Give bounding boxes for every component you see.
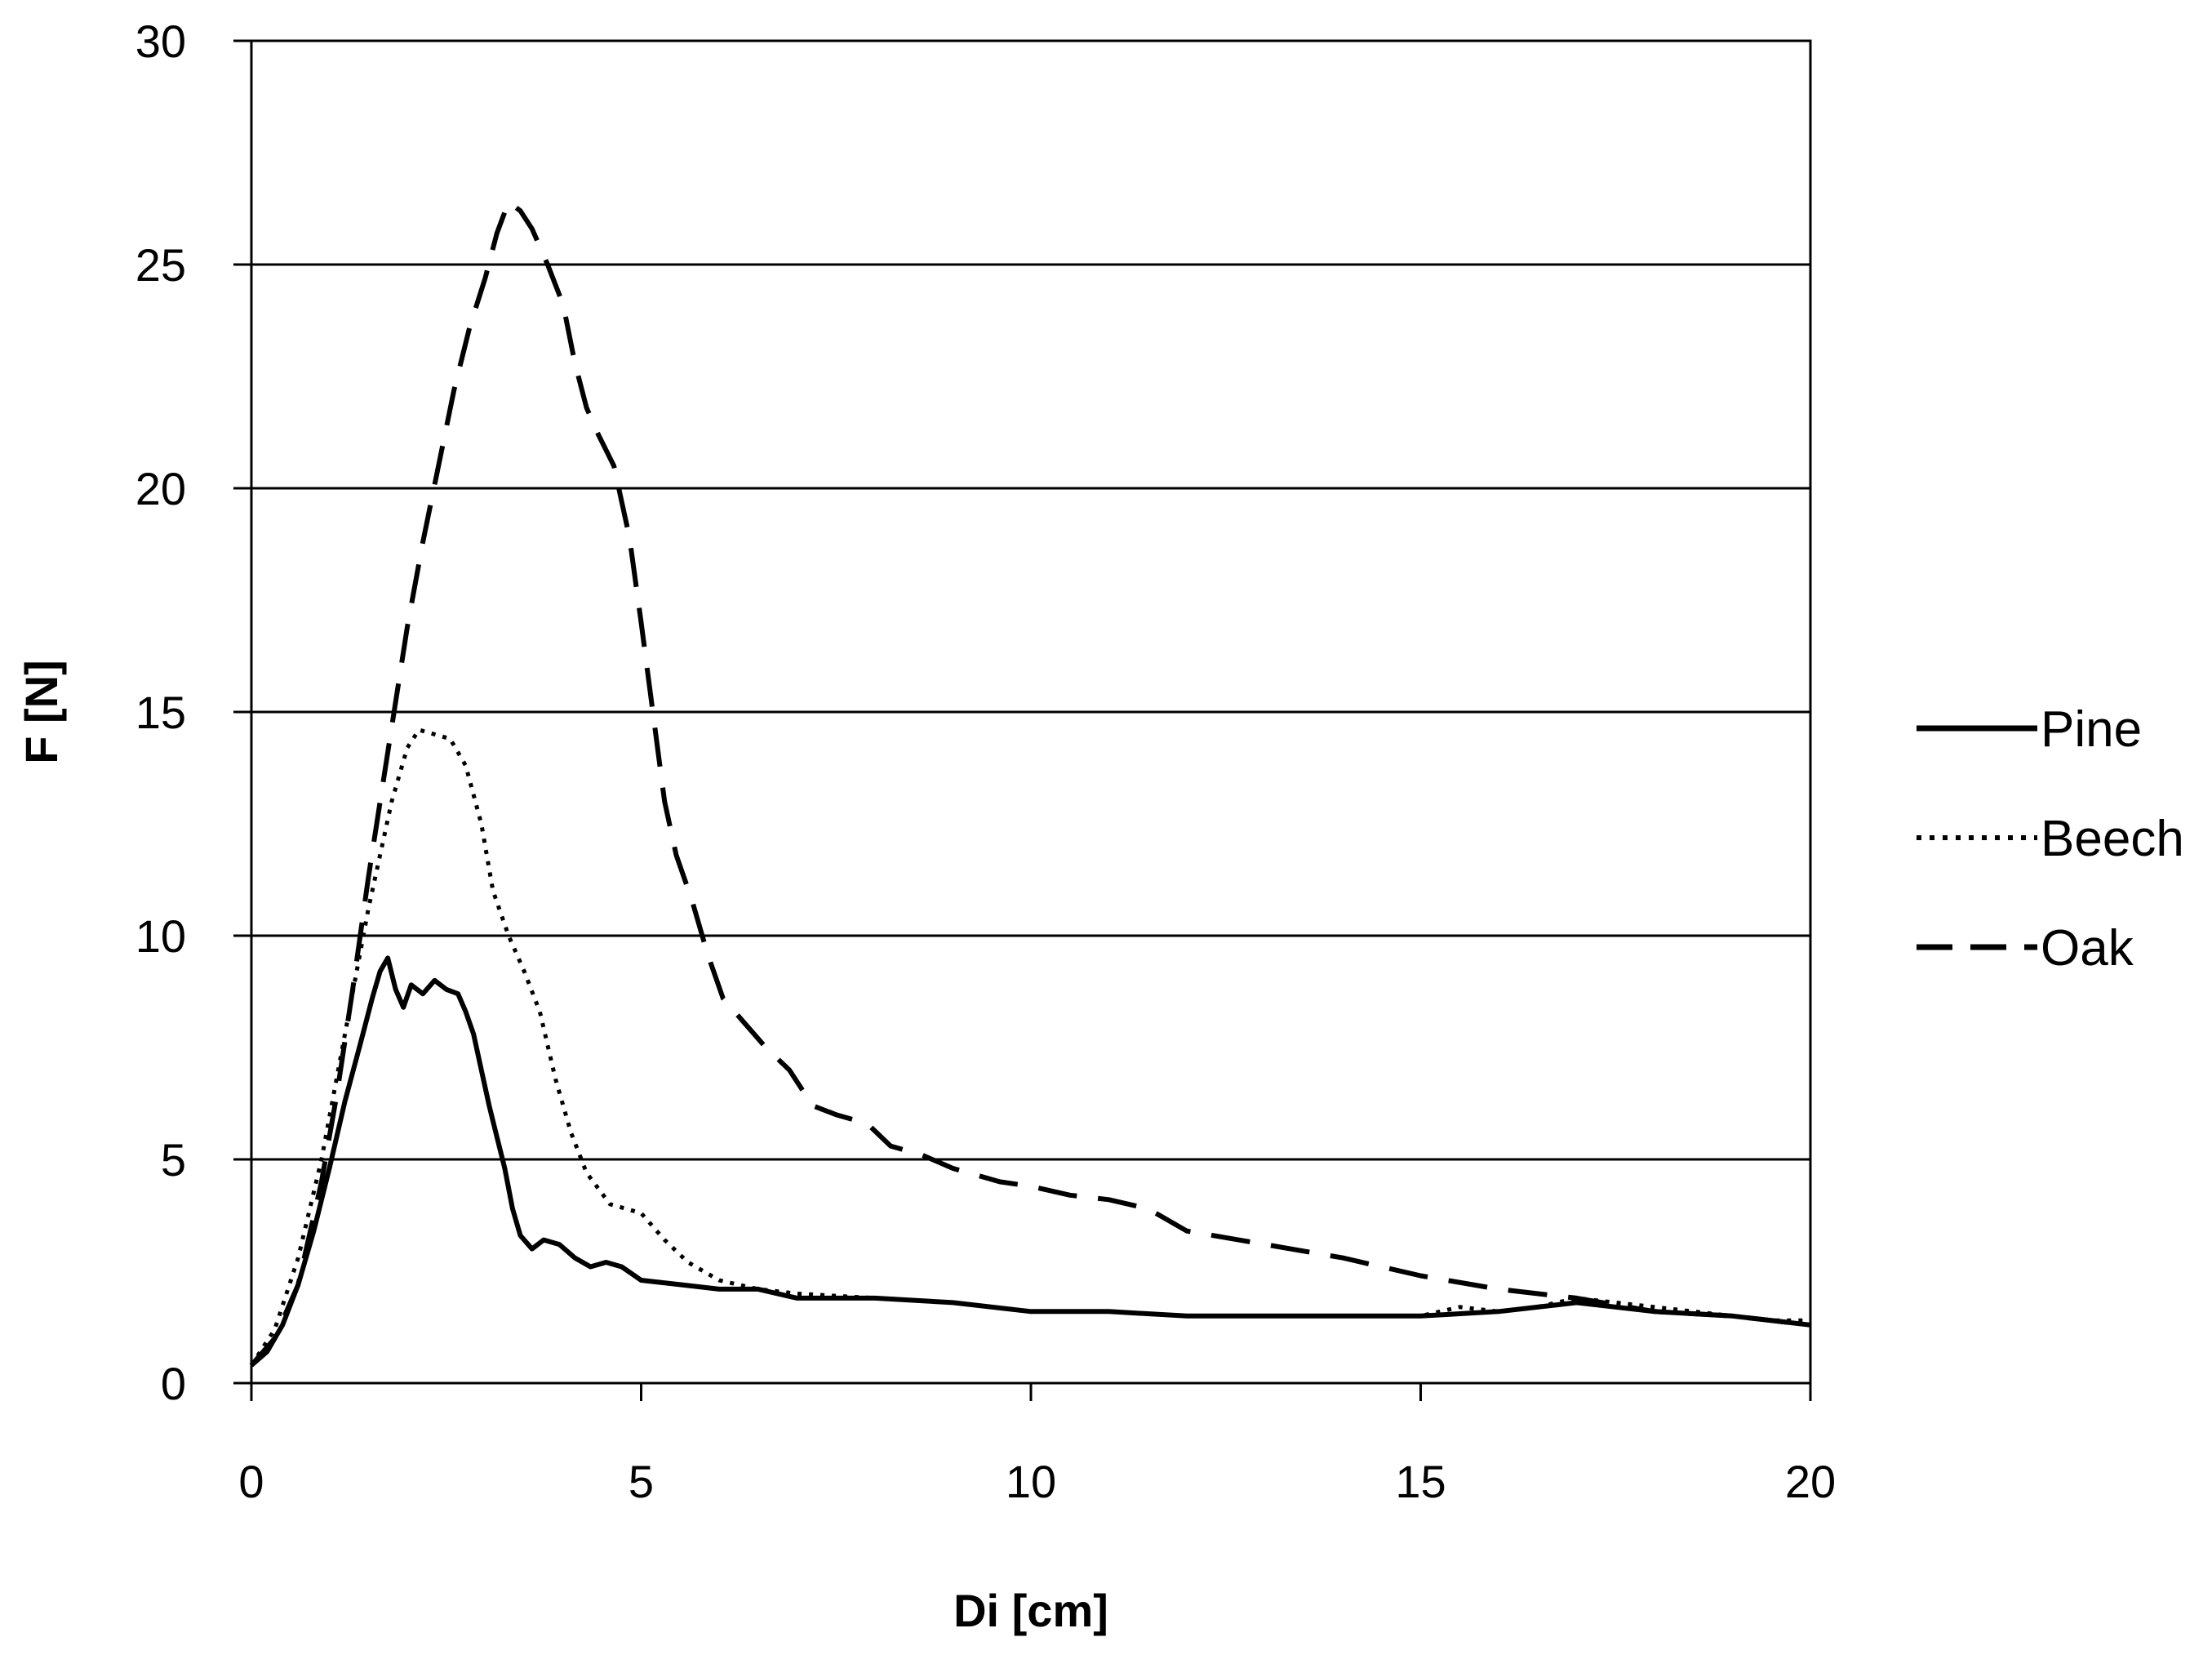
y-tick-label: 25 <box>135 239 186 291</box>
x-tick-label: 0 <box>238 1456 264 1507</box>
x-tick-label: 15 <box>1395 1456 1446 1507</box>
legend: Pine Beech Oak <box>1917 701 2184 977</box>
series-line-pine <box>250 955 1811 1368</box>
y-tick-label: 15 <box>135 687 186 738</box>
y-tick-label: 5 <box>161 1134 186 1186</box>
legend-label-pine: Pine <box>2041 701 2142 758</box>
y-tick-label: 10 <box>135 910 186 962</box>
legend-label-oak: Oak <box>2041 920 2134 977</box>
x-tick-label: 5 <box>629 1456 654 1507</box>
x-tick-label: 10 <box>1006 1456 1056 1507</box>
series-line-oak <box>249 199 1811 1368</box>
series-line-beech <box>249 727 1810 1367</box>
y-axis-title: F [N] <box>16 660 67 764</box>
series-lines <box>249 199 1811 1368</box>
y-tick-label: 30 <box>135 16 186 67</box>
y-tick-label: 0 <box>161 1358 186 1409</box>
axis-ticks: 0 5 10 15 20 25 30 0 5 10 15 20 <box>135 16 1836 1507</box>
y-tick-label: 20 <box>135 463 186 514</box>
x-tick-label: 20 <box>1785 1456 1836 1507</box>
gridlines <box>251 263 1810 1161</box>
legend-label-beech: Beech <box>2041 811 2184 867</box>
x-axis-title: Di [cm] <box>953 1585 1108 1636</box>
